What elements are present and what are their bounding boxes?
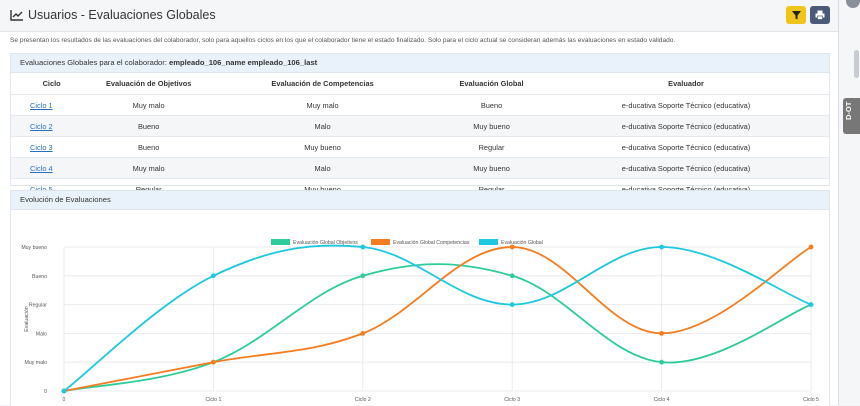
- legend-label: Evaluación Global Objetivos: [293, 240, 358, 246]
- scrollbar-thumb[interactable]: [854, 50, 859, 78]
- data-point: [509, 302, 515, 307]
- column-header: Ciclo: [42, 79, 61, 88]
- series-line: [63, 263, 812, 392]
- table-cell: Muy malo: [205, 94, 441, 116]
- main-panel: Usuarios - Evaluaciones Globales Se pres…: [0, 0, 839, 406]
- data-point: [360, 244, 366, 250]
- evaluations-heading-prefix: Evaluaciones Globales para el colaborado…: [20, 58, 167, 67]
- evolution-chart: 0 Muy malo Malo Regular Bueno Muy bueno 0 Ciclo…: [21, 239, 819, 403]
- x-tick-label: Ciclo 2: [355, 397, 371, 403]
- settings-corner-icon[interactable]: [846, 0, 860, 8]
- print-icon: [815, 10, 825, 20]
- legend-label: Evaluación Global Competencias: [393, 240, 470, 246]
- table-row: Ciclo 4 Muy malo Malo Muy bueno e-ducati…: [11, 157, 829, 179]
- data-point: [360, 331, 366, 336]
- table-cell: Malo: [205, 115, 441, 137]
- data-point: [509, 273, 515, 279]
- data-point: [509, 244, 515, 250]
- data-point: [360, 273, 366, 279]
- evaluations-card-header: Evaluaciones Globales para el colaborado…: [11, 54, 829, 73]
- filter-button[interactable]: [786, 6, 806, 24]
- data-point: [61, 388, 67, 394]
- line-chart-icon: [10, 10, 23, 21]
- table-cell: Malo: [205, 157, 441, 179]
- cycle-link[interactable]: Ciclo 5: [30, 184, 53, 194]
- cycle-link[interactable]: Ciclo 3: [30, 142, 53, 152]
- table-cell: Muy malo: [92, 157, 206, 179]
- x-tick-label: 0: [63, 397, 66, 403]
- table-row: Ciclo 3 Bueno Muy bueno Regular e-ducati…: [11, 136, 829, 158]
- data-point: [211, 359, 216, 365]
- panel-header: Usuarios - Evaluaciones Globales: [0, 0, 838, 32]
- legend-swatch: [271, 239, 290, 245]
- side-tab[interactable]: D-OT: [843, 98, 860, 134]
- column-header: Evaluador: [668, 79, 704, 88]
- data-point: [808, 302, 814, 307]
- evolution-card-header: Evolución de Evaluaciones: [11, 191, 829, 210]
- cycle-link[interactable]: Ciclo 1: [30, 100, 53, 110]
- column-header: Evaluación de Objetivos: [105, 79, 192, 88]
- x-tick-label: Ciclo 3: [504, 397, 520, 403]
- series-line: [63, 246, 812, 392]
- table-cell: e-ducativa Soporte Técnico (educativa): [543, 94, 829, 116]
- print-button[interactable]: [810, 6, 830, 24]
- data-point: [659, 331, 664, 336]
- table-cell: e-ducativa Soporte Técnico (educativa): [543, 136, 829, 158]
- table-cell: e-ducativa Soporte Técnico (educativa): [543, 157, 829, 179]
- table-cell: e-ducativa Soporte Técnico (educativa): [543, 115, 829, 137]
- x-tick-label: Ciclo 4: [654, 397, 670, 403]
- description-text: Se presentan los resultados de las evalu…: [10, 37, 676, 44]
- table-row: Ciclo 1 Muy malo Muy malo Bueno e-ducati…: [11, 94, 829, 116]
- table-cell: Muy bueno: [440, 157, 544, 179]
- data-point: [808, 244, 814, 250]
- x-tick-label: Ciclo 1: [205, 397, 221, 403]
- side-tab-label: D-OT: [844, 101, 853, 120]
- x-tick-label: Ciclo 5: [803, 397, 819, 403]
- table-header-row: Ciclo Evaluación de Objetivos Evaluación…: [11, 73, 829, 95]
- legend-swatch: [371, 239, 390, 245]
- table-cell: Muy bueno: [440, 115, 544, 137]
- legend-label: Evaluación Global: [501, 240, 543, 246]
- y-tick-label: 0: [44, 389, 47, 395]
- table-cell: Bueno: [440, 94, 544, 116]
- table-cell: Muy bueno: [205, 136, 441, 158]
- table-cell: Regular: [440, 136, 544, 158]
- table-cell: Muy malo: [92, 94, 206, 116]
- evolution-card: Evolución de Evaluaciones 0 Muy malo Malo R…: [10, 190, 830, 406]
- table-row: Ciclo 2 Bueno Malo Muy bueno e-ducativa …: [11, 115, 829, 137]
- column-header: Evaluación de Competencias: [271, 79, 374, 88]
- data-point: [659, 359, 664, 365]
- employee-name: empleado_106_name empleado_106_last: [169, 58, 318, 67]
- evaluations-card: Evaluaciones Globales para el colaborado…: [10, 53, 830, 199]
- data-point: [211, 273, 216, 279]
- column-header: Evaluación Global: [459, 79, 524, 88]
- table-cell: Bueno: [92, 115, 206, 137]
- page-title: Usuarios - Evaluaciones Globales: [28, 8, 216, 22]
- table-cell: Bueno: [92, 136, 206, 158]
- y-tick-label: Malo: [36, 331, 47, 337]
- cycle-link[interactable]: Ciclo 2: [30, 121, 53, 131]
- filter-icon: [791, 10, 801, 19]
- y-tick-label: Muy bueno: [21, 245, 47, 251]
- y-tick-label: Muy malo: [25, 360, 48, 366]
- cycle-link[interactable]: Ciclo 4: [30, 163, 53, 173]
- series-line: [63, 244, 812, 392]
- legend-swatch: [479, 239, 498, 245]
- y-tick-label: Bueno: [32, 274, 47, 280]
- evaluations-table: Ciclo Evaluación de Objetivos Evaluación…: [11, 73, 829, 199]
- y-axis-label: Evaluación: [24, 306, 30, 331]
- y-tick-label: Regular: [29, 303, 47, 309]
- data-point: [659, 244, 664, 250]
